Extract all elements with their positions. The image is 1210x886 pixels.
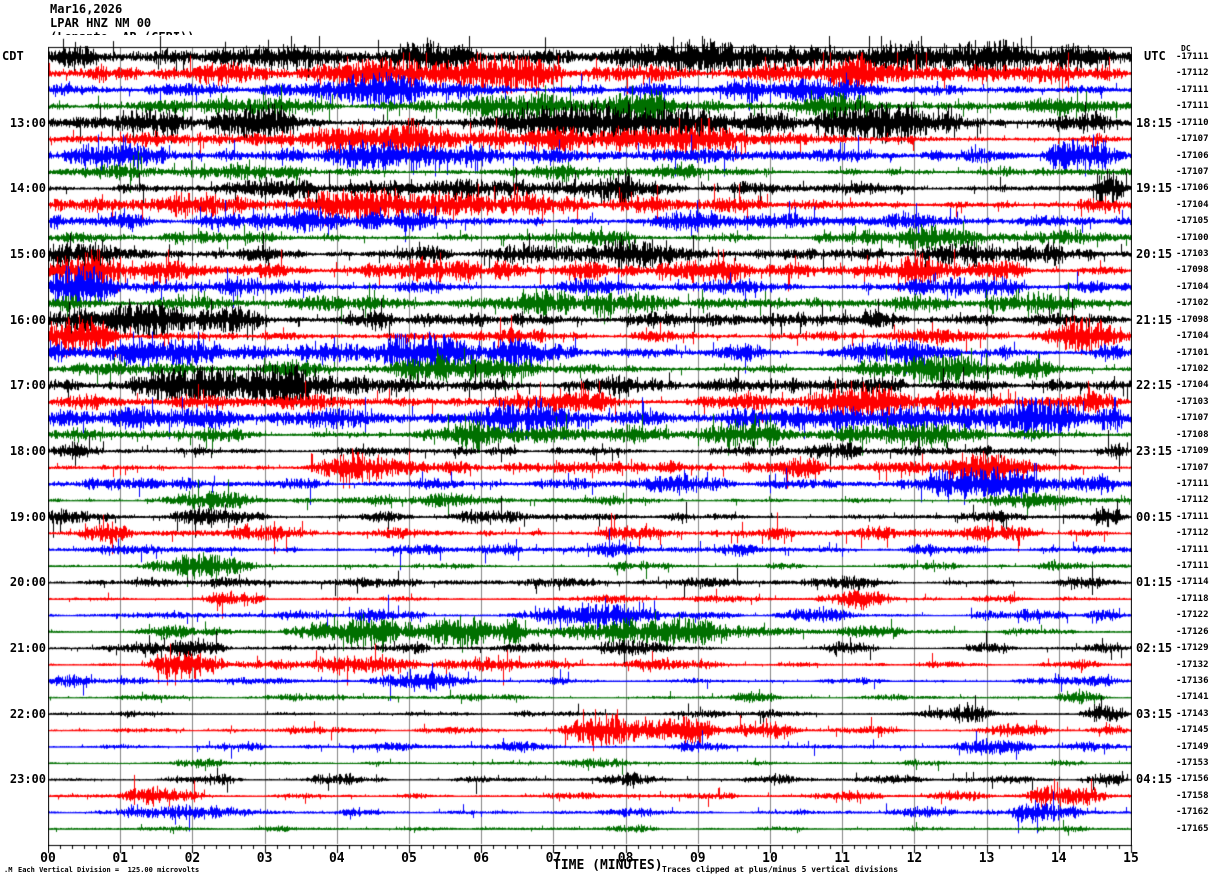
dc-offset-value: -17111 (1176, 544, 1209, 555)
dc-offset-value: -17111 (1176, 84, 1209, 95)
cdt-axis-label: CDT (2, 49, 24, 63)
x-tick-label: 00 (40, 851, 56, 866)
cdt-hour-label: 20:00 (9, 575, 46, 590)
dc-offset-value: -17145 (1176, 725, 1209, 736)
dc-offset-value: -17104 (1176, 199, 1209, 210)
cdt-hour-label: 23:00 (9, 772, 46, 787)
utc-hour-label: 20:15 (1136, 247, 1173, 262)
utc-hour-label: 03:15 (1136, 706, 1173, 721)
cdt-hour-label: 17:00 (9, 378, 46, 393)
dc-offset-value: -17098 (1176, 314, 1209, 325)
dc-offset-value: -17132 (1176, 659, 1209, 670)
dc-offset-value: -17126 (1176, 626, 1209, 637)
dc-offset-value: -17141 (1176, 692, 1209, 703)
dc-offset-value: -17104 (1176, 380, 1209, 391)
dc-offset-value: -17149 (1176, 741, 1209, 752)
x-tick-label: 14 (1050, 851, 1067, 866)
seismogram-traces-plot[interactable] (48, 35, 1132, 847)
dc-offset-value: -17106 (1176, 150, 1209, 161)
dc-offset-value: -17129 (1176, 643, 1209, 654)
x-tick-label: 10 (762, 851, 778, 866)
header-station: LPAR HNZ NM 00 (50, 16, 152, 30)
cdt-hour-label: 14:00 (9, 181, 46, 196)
x-tick-label: 04 (328, 851, 345, 866)
utc-hour-label: 04:15 (1136, 772, 1173, 787)
dc-offset-value: -17107 (1176, 166, 1209, 177)
cdt-hour-label: 19:00 (9, 509, 46, 524)
x-tick-label: 12 (906, 851, 923, 866)
dc-offset-value: -17108 (1176, 429, 1209, 440)
dc-offset-value: -17114 (1176, 577, 1209, 588)
x-tick-label: 08 (617, 851, 634, 866)
dc-offset-value: -17106 (1176, 183, 1209, 194)
cdt-hour-label: 18:00 (9, 444, 46, 459)
scale-note: Each Vertical Division = 125.00 microvol… (18, 866, 200, 874)
dc-offset-value: -17111 (1176, 101, 1209, 112)
corner-mark: .M (4, 866, 13, 874)
x-tick-label: 06 (473, 851, 490, 866)
utc-hour-label: 01:15 (1136, 575, 1173, 590)
dc-offset-value: -17100 (1176, 232, 1209, 243)
cdt-hour-label: 22:00 (9, 706, 46, 721)
dc-offset-value: -17112 (1176, 528, 1209, 539)
dc-offset-value: -17110 (1176, 117, 1209, 128)
dc-offset-value: -17111 (1176, 478, 1209, 489)
utc-hour-label: 21:15 (1136, 312, 1173, 327)
dc-offset-value: -17136 (1176, 675, 1209, 686)
cdt-hour-label: 16:00 (9, 312, 46, 327)
x-tick-label: 13 (978, 851, 995, 866)
dc-offset-value: -17104 (1176, 281, 1209, 292)
dc-offset-value: -17118 (1176, 593, 1209, 604)
x-axis-title: TIME (MINUTES) (553, 858, 663, 873)
utc-axis-label: UTC (1144, 49, 1166, 63)
dc-offset-value: -17107 (1176, 134, 1209, 145)
dc-offset-value: -17162 (1176, 807, 1209, 818)
dc-offset-value: -17165 (1176, 823, 1209, 834)
dc-offset-value: -17104 (1176, 331, 1209, 342)
x-tick-label: 09 (689, 851, 706, 866)
x-tick-label: 05 (401, 851, 417, 866)
cdt-hour-label: 15:00 (9, 247, 46, 262)
x-tick-label: 02 (184, 851, 201, 866)
utc-hour-label: 00:15 (1136, 509, 1173, 524)
dc-offset-value: -17102 (1176, 298, 1209, 309)
dc-offset-value: -17156 (1176, 774, 1209, 785)
dc-offset-value: -17101 (1176, 347, 1209, 358)
dc-offset-value: -17158 (1176, 790, 1209, 801)
header-date: Mar16,2026 (50, 2, 123, 16)
dc-offset-value: -17111 (1176, 52, 1209, 62)
utc-hour-label: 23:15 (1136, 444, 1173, 459)
dc-offset-value: -17103 (1176, 249, 1209, 260)
utc-hour-label: 19:15 (1136, 181, 1173, 196)
dc-offset-value: -17111 (1176, 511, 1209, 522)
x-tick-label: 01 (112, 851, 129, 866)
dc-offset-value: -17109 (1176, 446, 1209, 457)
x-axis-ticks (48, 845, 1134, 855)
dc-offset-value: -17102 (1176, 363, 1209, 374)
dc-offset-value: -17105 (1176, 216, 1209, 227)
dc-offset-value: -17107 (1176, 462, 1209, 473)
dc-offset-value: -17098 (1176, 265, 1209, 276)
dc-offset-value: -17153 (1176, 758, 1209, 769)
dc-offset-value: -17107 (1176, 413, 1209, 424)
dc-offset-value: -17112 (1176, 495, 1209, 506)
utc-hour-label: 22:15 (1136, 378, 1173, 393)
dc-column-header: DC (1181, 44, 1191, 53)
utc-hour-label: 02:15 (1136, 641, 1173, 656)
dc-offset-value: -17103 (1176, 396, 1209, 407)
utc-hour-label: 18:15 (1136, 115, 1173, 130)
dc-offset-value: -17111 (1176, 561, 1209, 572)
x-tick-label: 07 (545, 851, 562, 866)
x-tick-label: 11 (834, 851, 851, 866)
dc-offset-value: -17143 (1176, 708, 1209, 719)
dc-offset-value: -17112 (1176, 68, 1209, 79)
x-tick-label: 03 (256, 851, 273, 866)
cdt-hour-label: 21:00 (9, 641, 46, 656)
x-tick-label: 15 (1123, 851, 1139, 866)
dc-offset-value: -17122 (1176, 610, 1209, 621)
clip-note: Traces clipped at plus/minus 5 vertical … (662, 865, 899, 874)
cdt-hour-label: 13:00 (9, 115, 46, 130)
